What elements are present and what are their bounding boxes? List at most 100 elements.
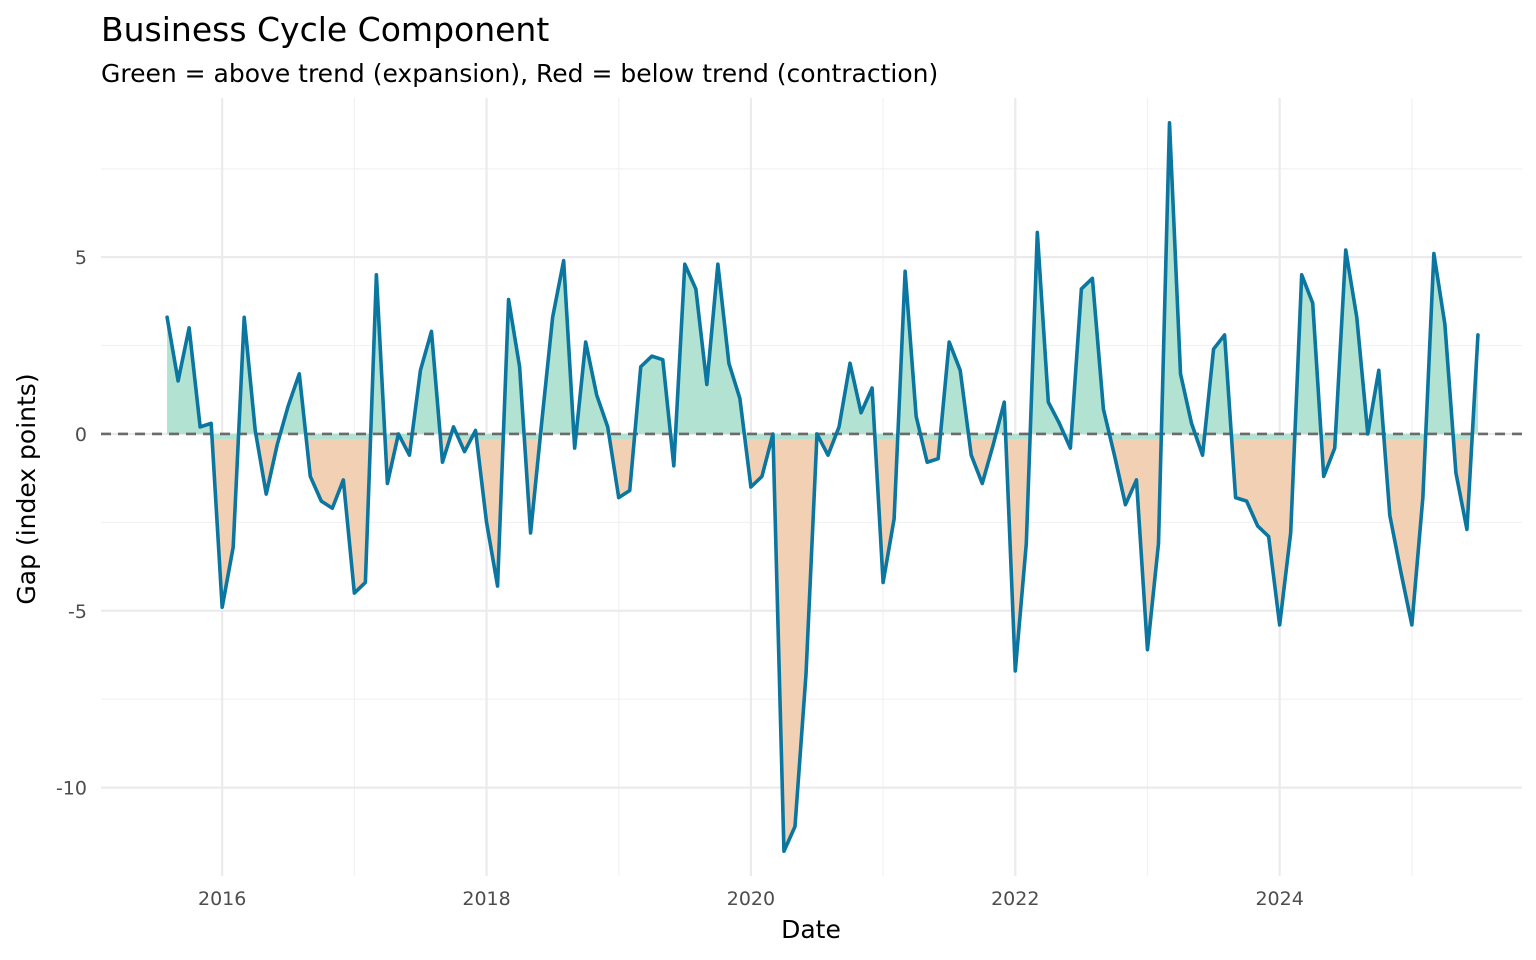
data-point [870, 386, 874, 390]
data-point [209, 421, 213, 425]
data-point [826, 453, 830, 457]
data-point [639, 365, 643, 369]
data-point [1278, 623, 1282, 627]
data-point [1090, 276, 1094, 280]
data-point [980, 481, 984, 485]
data-point [1410, 623, 1414, 627]
data-point [1476, 333, 1480, 337]
data-point [694, 287, 698, 291]
data-point [1112, 453, 1116, 457]
y-tick-label: -5 [68, 601, 87, 623]
data-point [716, 262, 720, 266]
data-point [308, 474, 312, 478]
x-tick-label: 2022 [991, 888, 1039, 910]
data-point [1366, 432, 1370, 436]
data-point [782, 849, 786, 853]
contraction-area [212, 439, 1473, 852]
data-point [947, 340, 951, 344]
data-point [727, 361, 731, 365]
data-point [1300, 273, 1304, 277]
data-point [562, 259, 566, 263]
data-point [341, 478, 345, 482]
data-point [1013, 669, 1017, 673]
x-tick-label: 2020 [727, 888, 775, 910]
data-point [1201, 453, 1205, 457]
data-point [275, 443, 279, 447]
data-point [176, 379, 180, 383]
data-point [352, 591, 356, 595]
data-point [1267, 535, 1271, 539]
data-point [595, 393, 599, 397]
data-point [1344, 248, 1348, 252]
data-point [661, 358, 665, 362]
data-point [584, 340, 588, 344]
data-point [705, 382, 709, 386]
data-point [958, 368, 962, 372]
data-point [1399, 570, 1403, 574]
data-point [396, 432, 400, 436]
data-point [529, 531, 533, 535]
data-point [903, 269, 907, 273]
data-point [892, 517, 896, 521]
data-point [650, 354, 654, 358]
data-point [1079, 287, 1083, 291]
data-point [452, 425, 456, 429]
data-point [848, 361, 852, 365]
data-point [474, 428, 478, 432]
data-point [485, 520, 489, 524]
data-point [738, 397, 742, 401]
data-point [760, 474, 764, 478]
data-point [1057, 421, 1061, 425]
data-point [1256, 524, 1260, 528]
data-point [264, 492, 268, 496]
data-point [1179, 372, 1183, 376]
data-point [231, 545, 235, 549]
data-point [319, 499, 323, 503]
data-point [804, 672, 808, 676]
data-point [683, 262, 687, 266]
data-point [463, 450, 467, 454]
data-point [617, 496, 621, 500]
data-point [793, 824, 797, 828]
data-point [749, 485, 753, 489]
data-point [1432, 252, 1436, 256]
data-point [363, 580, 367, 584]
data-point [1035, 230, 1039, 234]
data-point [1223, 333, 1227, 337]
data-point [385, 481, 389, 485]
data-point [220, 605, 224, 609]
data-point [1289, 531, 1293, 535]
data-point [672, 464, 676, 468]
y-tick-label: 0 [75, 424, 87, 446]
data-point [991, 443, 995, 447]
data-point [165, 315, 169, 319]
data-point [1377, 368, 1381, 372]
data-point [418, 368, 422, 372]
data-point [330, 506, 334, 510]
data-point [518, 365, 522, 369]
y-axis-title: Gap (index points) [12, 373, 41, 604]
data-point [1024, 542, 1028, 546]
y-tick-label: -10 [56, 778, 87, 800]
data-point [628, 489, 632, 493]
data-point [1245, 499, 1249, 503]
data-point [1454, 471, 1458, 475]
data-point [859, 411, 863, 415]
x-tick-label: 2024 [1255, 888, 1303, 910]
data-point [881, 580, 885, 584]
data-point [429, 329, 433, 333]
data-point [286, 404, 290, 408]
data-point [1465, 527, 1469, 531]
data-point [1388, 513, 1392, 517]
data-point [1234, 496, 1238, 500]
data-point [969, 453, 973, 457]
data-point [1145, 648, 1149, 652]
data-point [936, 457, 940, 461]
data-point [242, 315, 246, 319]
data-point [551, 315, 555, 319]
expansion-area [167, 122, 1478, 439]
data-point [1046, 400, 1050, 404]
y-tick-label: 5 [75, 247, 87, 269]
data-point [771, 432, 775, 436]
data-point [837, 425, 841, 429]
